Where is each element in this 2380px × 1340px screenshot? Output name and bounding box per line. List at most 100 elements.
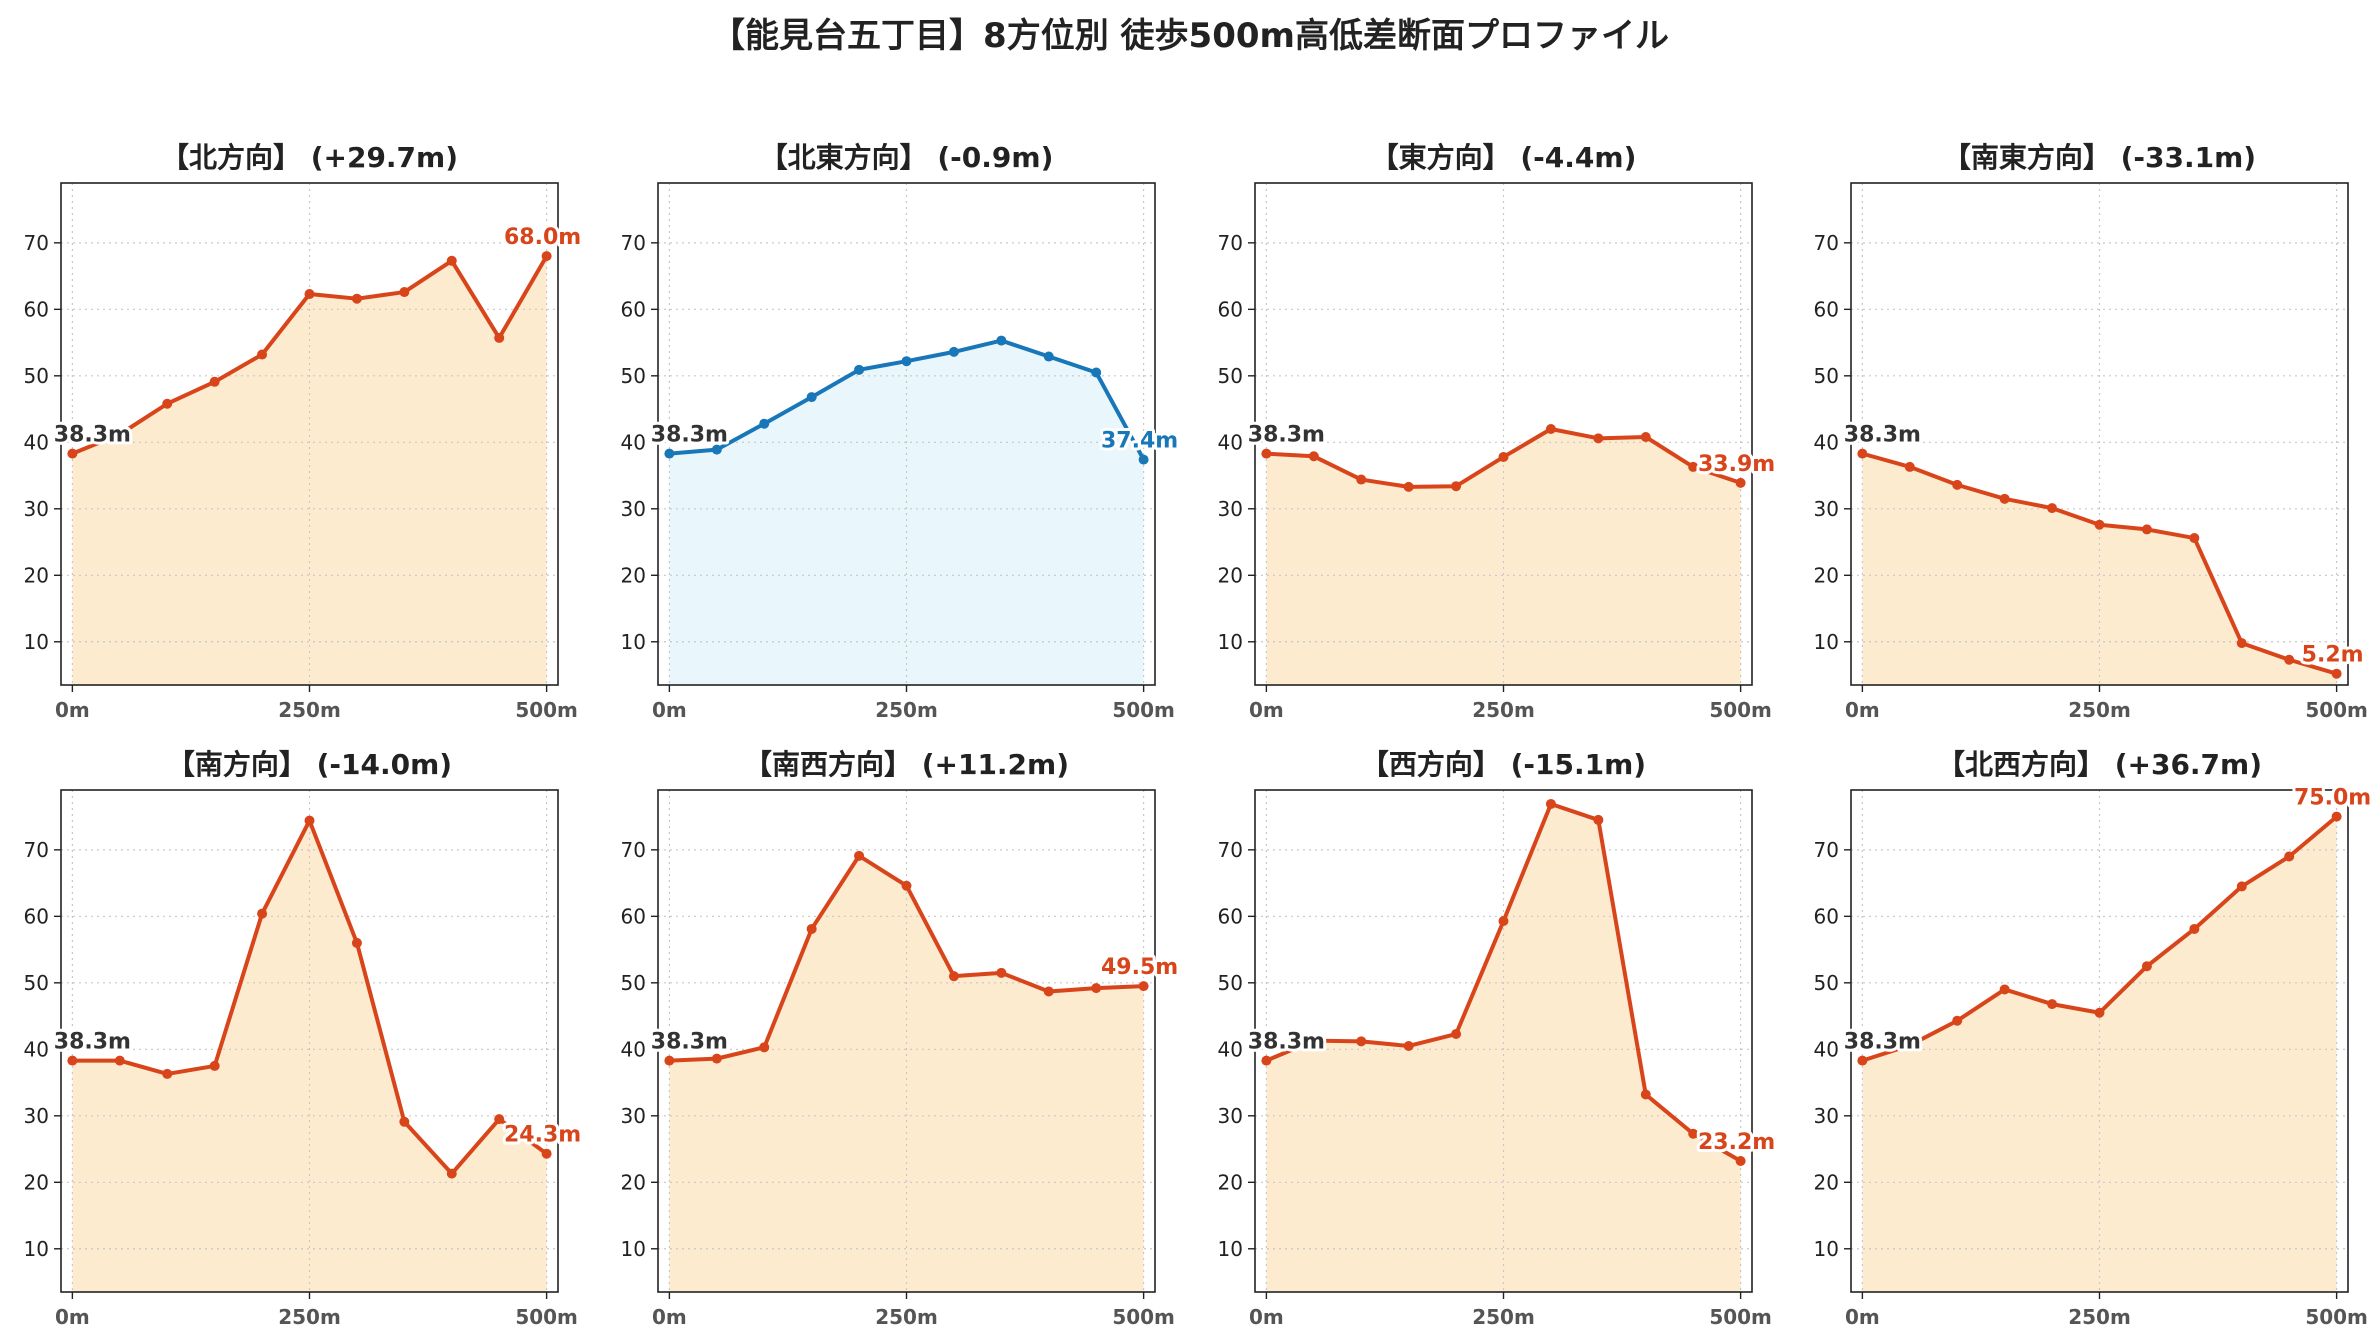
- data-point: [2284, 851, 2295, 862]
- end-elevation-label: 5.2m: [2302, 643, 2364, 668]
- y-tick-label: 30: [1814, 497, 1839, 521]
- y-tick-label: 10: [621, 1237, 646, 1261]
- data-point: [2094, 1007, 2105, 1018]
- data-point: [1138, 454, 1149, 465]
- y-tick-label: 70: [1814, 231, 1839, 255]
- data-point: [854, 850, 865, 861]
- start-elevation-label: 38.3m: [651, 423, 728, 448]
- x-tick-label: 250m: [2068, 698, 2131, 722]
- data-point: [1545, 424, 1556, 435]
- y-tick-label: 50: [1218, 364, 1243, 388]
- data-point: [901, 356, 912, 367]
- elevation-area: [669, 340, 1144, 685]
- data-point: [1308, 451, 1319, 462]
- y-tick-label: 50: [621, 364, 646, 388]
- data-point: [2189, 533, 2200, 544]
- x-tick-label: 0m: [55, 698, 90, 722]
- data-point: [996, 967, 1007, 978]
- data-point: [446, 255, 457, 266]
- data-point: [162, 1068, 173, 1079]
- x-tick-label: 0m: [652, 1305, 687, 1329]
- data-point: [1904, 1040, 1915, 1051]
- data-point: [541, 1148, 552, 1159]
- data-point: [1356, 474, 1367, 485]
- start-elevation-label: 38.3m: [1844, 423, 1921, 448]
- x-tick-label: 250m: [875, 698, 938, 722]
- data-point: [1356, 1036, 1367, 1047]
- y-tick-label: 30: [24, 1104, 49, 1128]
- data-point: [664, 1055, 675, 1066]
- data-point: [664, 448, 675, 459]
- data-point: [1138, 981, 1149, 992]
- x-tick-label: 500m: [515, 1305, 578, 1329]
- x-tick-label: 500m: [1709, 698, 1772, 722]
- data-point: [1857, 448, 1868, 459]
- y-tick-label: 20: [1814, 1170, 1839, 1194]
- end-elevation-label: 37.4m: [1101, 429, 1178, 454]
- data-point: [257, 908, 268, 919]
- data-point: [209, 376, 220, 387]
- elevation-area: [1266, 803, 1741, 1292]
- data-point: [806, 392, 817, 403]
- data-point: [2189, 923, 2200, 934]
- y-tick-label: 40: [1218, 430, 1243, 454]
- data-point: [1261, 448, 1272, 459]
- elevation-area: [72, 256, 547, 685]
- data-point: [1403, 481, 1414, 492]
- panel-title: 【南西方向】 (+11.2m): [744, 748, 1069, 781]
- data-point: [1308, 1035, 1319, 1046]
- y-tick-label: 30: [1218, 1104, 1243, 1128]
- y-tick-label: 20: [24, 1170, 49, 1194]
- data-point: [711, 1053, 722, 1064]
- data-point: [304, 815, 315, 826]
- data-point: [304, 289, 315, 300]
- x-tick-label: 250m: [278, 1305, 341, 1329]
- panel-title: 【南方向】 (-14.0m): [167, 748, 452, 781]
- x-tick-label: 0m: [1249, 698, 1284, 722]
- x-tick-label: 0m: [1845, 1305, 1880, 1329]
- y-tick-label: 40: [1814, 1037, 1839, 1061]
- panel-title: 【北西方向】 (+36.7m): [1937, 748, 2262, 781]
- data-point: [1403, 1040, 1414, 1051]
- y-tick-label: 20: [621, 563, 646, 587]
- data-point: [1999, 493, 2010, 504]
- y-tick-label: 10: [1218, 1237, 1243, 1261]
- y-tick-label: 70: [621, 838, 646, 862]
- data-point: [1043, 351, 1054, 362]
- y-tick-label: 30: [621, 497, 646, 521]
- start-elevation-label: 38.3m: [1248, 1030, 1325, 1055]
- y-tick-label: 50: [621, 971, 646, 995]
- x-tick-label: 0m: [1249, 1305, 1284, 1329]
- x-tick-label: 500m: [515, 698, 578, 722]
- start-elevation-label: 38.3m: [54, 1030, 131, 1055]
- data-point: [541, 251, 552, 262]
- y-tick-label: 30: [1814, 1104, 1839, 1128]
- data-point: [2236, 638, 2247, 649]
- x-tick-label: 250m: [1472, 1305, 1535, 1329]
- profile-panel: 【北西方向】 (+36.7m) 10 20 30 40 50 60 70 0m 250m 500m 3…: [1814, 748, 2375, 1329]
- elevation-area: [72, 820, 547, 1292]
- data-point: [1498, 915, 1509, 926]
- data-point: [1735, 477, 1746, 488]
- data-point: [1640, 1089, 1651, 1100]
- end-elevation-label: 33.9m: [1698, 452, 1775, 477]
- data-point: [1640, 431, 1651, 442]
- data-point: [351, 293, 362, 304]
- end-elevation-label: 24.3m: [504, 1123, 581, 1148]
- data-point: [1904, 461, 1915, 472]
- data-point: [1545, 798, 1556, 809]
- end-elevation-label: 49.5m: [1101, 955, 1178, 980]
- y-tick-label: 30: [24, 497, 49, 521]
- data-point: [1688, 1128, 1699, 1139]
- y-tick-label: 60: [24, 904, 49, 928]
- data-point: [1091, 367, 1102, 378]
- data-point: [351, 937, 362, 948]
- data-point: [1857, 1055, 1868, 1066]
- y-tick-label: 20: [1218, 563, 1243, 587]
- data-point: [1999, 984, 2010, 995]
- figure-title: 【能見台五丁目】8方位別 徒歩500m高低差断面プロファイル: [711, 16, 1669, 56]
- panel-title: 【南東方向】 (-33.1m): [1943, 141, 2256, 174]
- data-point: [2236, 881, 2247, 892]
- data-point: [2284, 654, 2295, 665]
